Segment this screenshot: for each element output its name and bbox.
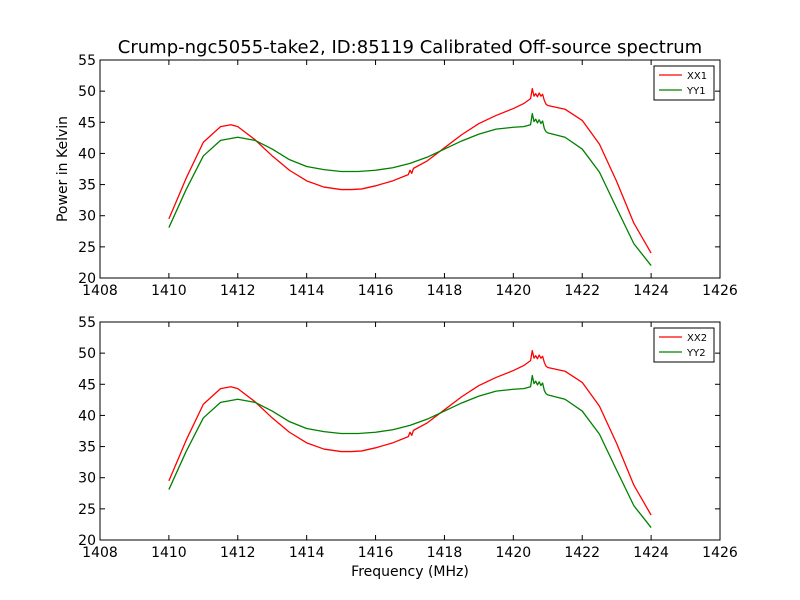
panel-1-x-tick-label: 1410 xyxy=(151,283,187,299)
panel-1-x-tick-label: 1422 xyxy=(564,283,600,299)
panel-2-x-tick-label: 1410 xyxy=(151,545,187,561)
panel-1-x-tick-label: 1414 xyxy=(289,283,325,299)
panel-2-legend-box xyxy=(653,327,715,363)
panel-2-x-tick-label: 1424 xyxy=(633,545,669,561)
panel-1-y-tick-label: 40 xyxy=(78,146,96,162)
panel-2-x-tick-label: 1414 xyxy=(289,545,325,561)
top-panel: 1408 1410 1412 1414 1416 1418 1420 1422 1424 1426… xyxy=(78,53,738,299)
panel-2-series-line-xx2 xyxy=(168,349,652,516)
panel-2-x-tick-label: 1420 xyxy=(496,545,532,561)
panel-1-y-tick-label: 35 xyxy=(78,178,96,194)
panel-1-x-tick-label: 1416 xyxy=(358,283,394,299)
panel-1-series-line-yy1 xyxy=(168,112,652,266)
panel-2-y-tick-label: 35 xyxy=(78,440,96,456)
panel-2-y-tick-label: 55 xyxy=(78,315,96,331)
panel-1-legend-label-xx1: XX1 xyxy=(687,71,707,82)
panel-2-y-tick-label: 40 xyxy=(78,408,96,424)
y-axis-label: Power in Kelvin xyxy=(55,116,71,222)
panel-1-axes-frame xyxy=(99,59,721,279)
panel-2-x-tick-label: 1412 xyxy=(220,545,256,561)
panel-2-x-tick-label: 1418 xyxy=(427,545,463,561)
panel-2-y-tick-label: 45 xyxy=(78,377,96,393)
panel-1-y-tick-label: 30 xyxy=(78,209,96,225)
panel-1-x-tick-label: 1424 xyxy=(633,283,669,299)
panel-2-y-tick-label: 30 xyxy=(78,471,96,487)
panel-2-legend-label-yy2: YY2 xyxy=(686,348,706,359)
panel-2-x-tick-label: 1422 xyxy=(564,545,600,561)
panel-1-series-line-xx1 xyxy=(168,88,652,254)
panel-1-y-tick-label: 45 xyxy=(78,115,96,131)
panel-2-y-tick-label: 50 xyxy=(78,346,96,362)
panel-2-axes-frame xyxy=(99,321,721,541)
x-axis-label: Frequency (MHz) xyxy=(351,564,469,580)
panel-1-y-tick-label: 25 xyxy=(78,240,96,256)
panel-2-x-tick-label: 1426 xyxy=(702,545,738,561)
panel-1-legend-label-yy1: YY1 xyxy=(686,86,706,97)
panel-1-y-tick-label: 55 xyxy=(78,53,96,69)
panel-2-y-tick-label: 25 xyxy=(78,502,96,518)
panel-1-legend-box xyxy=(653,65,715,101)
panel-2-series-line-yy2 xyxy=(168,374,652,528)
panel-2-x-tick-label: 1416 xyxy=(358,545,394,561)
panel-1-x-tick-label: 1412 xyxy=(220,283,256,299)
panel-1-x-tick-label: 1426 xyxy=(702,283,738,299)
chart-title: Crump-ngc5055-take2, ID:85119 Calibrated… xyxy=(118,37,702,58)
panel-2-legend-label-xx2: XX2 xyxy=(687,333,707,344)
panel-1-y-tick-label: 50 xyxy=(78,84,96,100)
bottom-panel: 1408 1410 1412 1414 1416 1418 1420 1422 1424 1426… xyxy=(78,315,738,561)
panel-2-x-tick-label: 1408 xyxy=(82,545,118,561)
panel-1-x-tick-label: 1418 xyxy=(427,283,463,299)
panel-1-x-tick-label: 1420 xyxy=(496,283,532,299)
panel-1-y-tick-label: 20 xyxy=(78,271,96,287)
panel-1-x-tick-label: 1408 xyxy=(82,283,118,299)
panel-2-y-tick-label: 20 xyxy=(78,533,96,549)
